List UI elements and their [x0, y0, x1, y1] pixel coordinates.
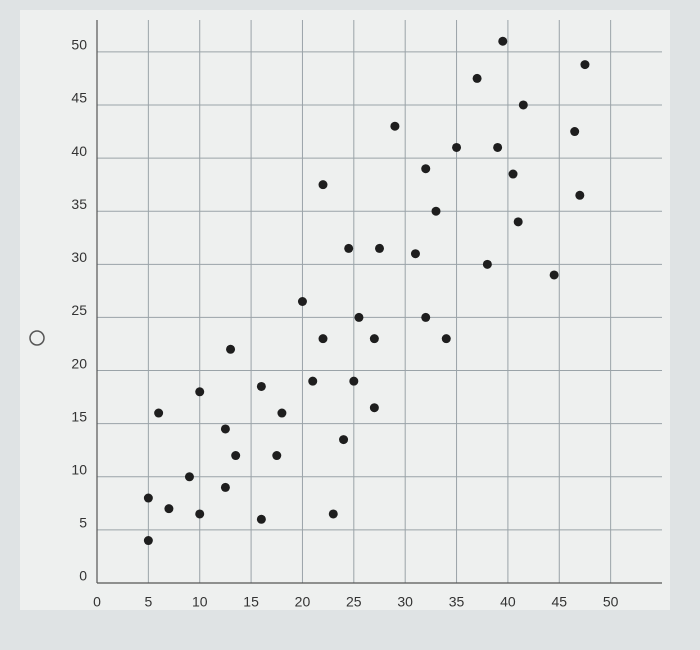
point	[339, 435, 349, 445]
point	[452, 142, 462, 152]
y-tick-label: 0	[79, 568, 87, 584]
y-tick-label: 5	[79, 515, 87, 531]
point	[390, 121, 400, 131]
x-tick-label: 15	[243, 594, 259, 610]
y-tick-label: 35	[71, 196, 87, 212]
x-tick-label: 35	[449, 594, 465, 610]
point	[518, 100, 528, 110]
point	[256, 514, 266, 524]
point	[256, 381, 266, 391]
point	[513, 217, 523, 227]
point	[580, 60, 590, 70]
point	[328, 509, 338, 519]
point	[154, 408, 164, 418]
point	[184, 472, 194, 482]
x-tick-label: 5	[144, 594, 152, 610]
point	[549, 270, 559, 280]
point	[226, 344, 236, 354]
point	[195, 387, 205, 397]
y-tick-label: 50	[71, 37, 87, 53]
point	[308, 376, 318, 386]
point	[231, 451, 241, 461]
point	[421, 312, 431, 322]
y-tick-label: 15	[71, 408, 87, 424]
point	[570, 127, 580, 137]
point	[369, 334, 379, 344]
point	[349, 376, 359, 386]
point	[431, 206, 441, 216]
point	[277, 408, 287, 418]
point	[272, 451, 282, 461]
point	[195, 509, 205, 519]
x-tick-label: 0	[93, 594, 101, 610]
x-tick-label: 25	[346, 594, 362, 610]
point	[354, 312, 364, 322]
x-tick-label: 10	[192, 594, 208, 610]
y-tick-label: 10	[71, 461, 87, 477]
y-tick-label: 20	[71, 355, 87, 371]
point	[143, 536, 153, 546]
point	[220, 424, 230, 434]
x-tick-label: 50	[603, 594, 619, 610]
point	[318, 334, 328, 344]
point	[508, 169, 518, 179]
point	[344, 243, 354, 253]
point	[143, 493, 153, 503]
point	[318, 180, 328, 190]
point	[164, 504, 174, 514]
point	[297, 297, 307, 306]
point	[575, 190, 585, 200]
point	[410, 249, 420, 259]
point	[375, 243, 384, 253]
point	[498, 36, 508, 46]
point	[493, 142, 503, 152]
point	[482, 259, 492, 269]
x-tick-label: 40	[500, 594, 516, 610]
radio-button[interactable]	[29, 330, 45, 346]
point	[421, 164, 431, 174]
x-tick-label: 30	[397, 594, 413, 610]
y-tick-label: 25	[71, 302, 87, 318]
y-tick-label: 30	[71, 249, 87, 265]
y-tick-label: 40	[71, 143, 87, 159]
point	[441, 334, 451, 344]
x-tick-label: 45	[551, 594, 567, 610]
point	[220, 482, 230, 492]
y-tick-label: 45	[71, 90, 87, 106]
plot-panel	[20, 10, 670, 610]
point	[369, 403, 379, 413]
point	[472, 73, 482, 83]
x-tick-label: 20	[295, 594, 311, 610]
